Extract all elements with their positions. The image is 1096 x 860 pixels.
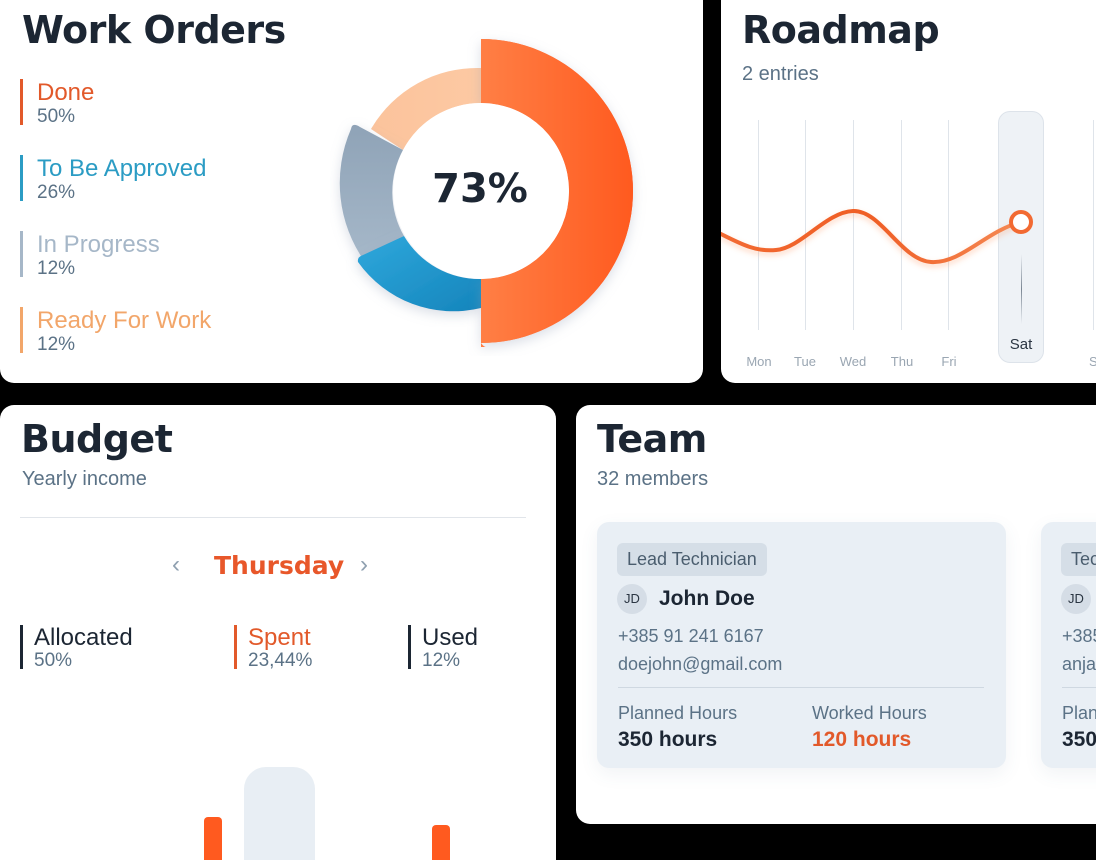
selected-day-pill[interactable]: Sat <box>998 111 1044 363</box>
gridline <box>853 120 854 330</box>
legend-value: 12% <box>37 334 76 355</box>
team-card: Team 32 members Lead Technician JD John … <box>576 405 1096 824</box>
stat-used: Used 12% <box>408 624 479 671</box>
member-phone[interactable]: +385 91 241 6167 <box>618 626 764 646</box>
budget-subtitle: Yearly income <box>22 468 147 490</box>
work-orders-card: Work Orders Done 50% To Be Approved 26% … <box>0 0 703 383</box>
selected-bar-highlight[interactable] <box>244 767 315 860</box>
legend-value: 50% <box>37 106 76 127</box>
budget-bar[interactable] <box>432 825 450 860</box>
planned-hours-label: Planned Hours <box>618 703 738 723</box>
stat-value: 12% <box>422 650 461 671</box>
role-badge: Lead Technician <box>617 543 767 576</box>
member-card[interactable]: Technician JD +385 anja Planned Hours 35… <box>1041 522 1096 768</box>
work-orders-title: Work Orders <box>22 8 286 52</box>
day-label-sun[interactable]: Su <box>1089 354 1096 369</box>
member-email[interactable]: anja <box>1062 654 1096 674</box>
stat-label: Used <box>422 624 479 651</box>
day-label-wed[interactable]: Wed <box>839 354 867 369</box>
legend-label: In Progress <box>37 231 160 258</box>
gridline <box>948 120 949 330</box>
planned-hours-value: 350 hours <box>618 728 718 751</box>
day-label-tue[interactable]: Tue <box>794 354 816 369</box>
legend-to-be-approved[interactable]: To Be Approved 26% <box>20 155 207 203</box>
selected-day-indicator <box>1021 254 1022 324</box>
member-card[interactable]: Lead Technician JD John Doe +385 91 241 … <box>597 522 1006 768</box>
worked-hours-label: Worked Hours <box>812 703 927 723</box>
planned-hours-value: 350 hours <box>1062 728 1096 751</box>
gridline <box>758 120 759 330</box>
legend-done[interactable]: Done 50% <box>20 79 95 127</box>
day-label-fri[interactable]: Fri <box>941 354 957 369</box>
segment-in-progress <box>339 124 404 263</box>
team-subtitle: 32 members <box>597 468 709 490</box>
legend-label: To Be Approved <box>37 155 207 182</box>
member-name: John Doe <box>659 587 755 610</box>
divider <box>20 517 526 518</box>
roadmap-subtitle: 2 entries <box>742 63 819 85</box>
stat-value: 50% <box>34 650 73 671</box>
selected-day: Thursday <box>214 551 345 580</box>
budget-title: Budget <box>21 417 173 461</box>
stat-label: Allocated <box>34 624 133 651</box>
stat-label: Spent <box>248 624 311 651</box>
stat-value: 23,44% <box>248 650 313 671</box>
divider <box>1062 687 1096 688</box>
stat-allocated: Allocated 50% <box>20 624 133 671</box>
stat-spent: Spent 23,44% <box>234 624 313 671</box>
roadmap-title: Roadmap <box>742 8 940 52</box>
gridline <box>805 120 806 330</box>
avatar: JD <box>617 584 647 614</box>
legend-value: 12% <box>37 258 76 279</box>
gridline <box>1093 120 1094 330</box>
next-day-icon[interactable]: › <box>360 551 368 578</box>
legend-value: 26% <box>37 182 76 203</box>
roadmap-card: Roadmap 2 entries Mon Tue Wed Thu Fri Su… <box>721 0 1096 383</box>
segment-to-be-approved <box>357 236 481 312</box>
day-label-thu[interactable]: Thu <box>890 354 914 369</box>
worked-hours-value: 120 hours <box>812 728 912 751</box>
gridline <box>901 120 902 330</box>
legend-label: Done <box>37 79 95 106</box>
day-label-sat: Sat <box>1009 336 1033 353</box>
donut-center-value: 73% <box>432 166 528 212</box>
member-phone[interactable]: +385 <box>1062 626 1096 646</box>
day-label-mon[interactable]: Mon <box>746 354 772 369</box>
budget-card: Budget Yearly income ‹ Thursday › Alloca… <box>0 405 556 860</box>
role-badge: Technician <box>1061 543 1096 576</box>
donut-chart[interactable] <box>330 16 660 356</box>
prev-day-icon[interactable]: ‹ <box>172 551 180 578</box>
avatar: JD <box>1061 584 1091 614</box>
legend-in-progress[interactable]: In Progress 12% <box>20 231 160 279</box>
team-title: Team <box>597 417 707 461</box>
legend-label: Ready For Work <box>37 307 212 334</box>
selected-point-marker <box>1009 210 1033 234</box>
divider <box>618 687 984 688</box>
legend-ready-for-work[interactable]: Ready For Work 12% <box>20 307 212 355</box>
segment-ready-for-work <box>371 67 481 150</box>
planned-hours-label: Planned Hours <box>1062 703 1096 723</box>
budget-bar[interactable] <box>204 817 222 860</box>
member-email[interactable]: doejohn@gmail.com <box>618 654 783 674</box>
roadmap-line-chart <box>721 208 1033 265</box>
